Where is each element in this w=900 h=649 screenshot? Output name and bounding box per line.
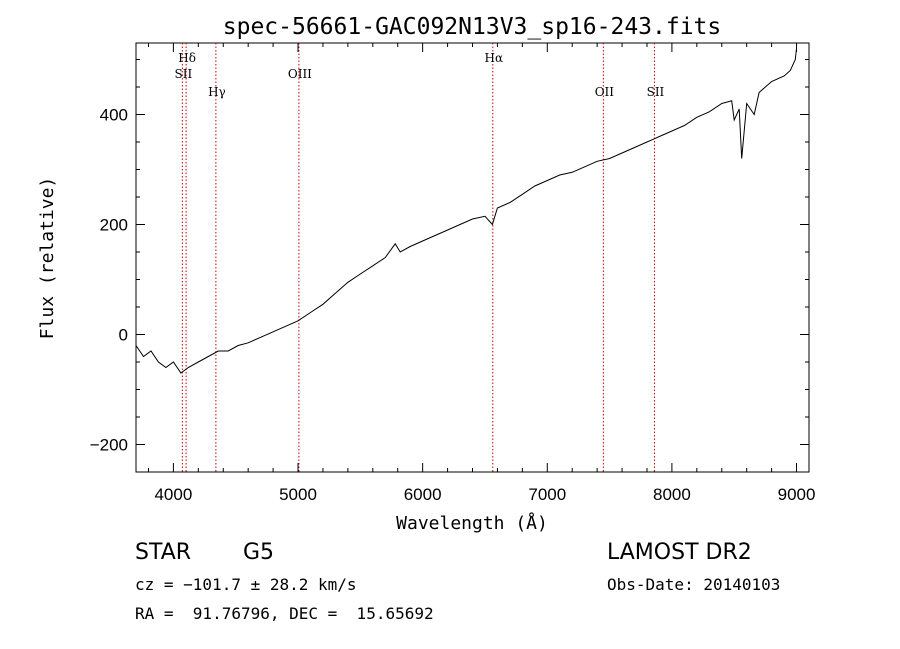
y-tick-label: 200 [100,216,128,235]
x-axis-label: Wavelength (Å) [396,512,548,534]
x-tick-label: 7000 [528,485,566,504]
marker-label: Hδ [178,51,196,65]
x-tick-label: 6000 [404,485,442,504]
chart-title: spec-56661-GAC092N13V3_sp16-243.fits [223,14,722,40]
coordinates: RA = 91.76796, DEC = 15.65692 [135,604,434,623]
marker-label: OII [595,85,615,99]
y-tick-label: 400 [100,106,128,125]
axes: 4000 5000 6000 7000 8000 9000 −200 0 200 400 [90,43,816,504]
emission-line-markers: Hδ SII Hγ OIII Hα OII SII [175,43,665,472]
marker-label: OIII [288,67,312,81]
redshift-cz: cz = −101.7 ± 28.2 km/s [135,575,357,594]
y-tick-label: −200 [90,436,128,455]
marker-label: SII [175,67,193,81]
observation-date: Obs-Date: 20140103 [607,575,781,594]
x-tick-label: 4000 [154,485,192,504]
y-tick-label: 0 [119,326,128,345]
marker-label: SII [647,85,665,99]
x-tick-label: 9000 [778,485,816,504]
plot-frame [135,42,810,473]
x-tick-label: 8000 [653,485,691,504]
object-class: STAR [135,540,192,565]
marker-label: Hα [485,51,504,65]
marker-label: Hγ [208,85,226,99]
survey-label: LAMOST DR2 [607,540,752,565]
object-subclass: G5 [243,540,275,565]
x-tick-label: 5000 [279,485,317,504]
spectrum-line [135,48,797,374]
y-axis-label: Flux (relative) [37,177,58,340]
